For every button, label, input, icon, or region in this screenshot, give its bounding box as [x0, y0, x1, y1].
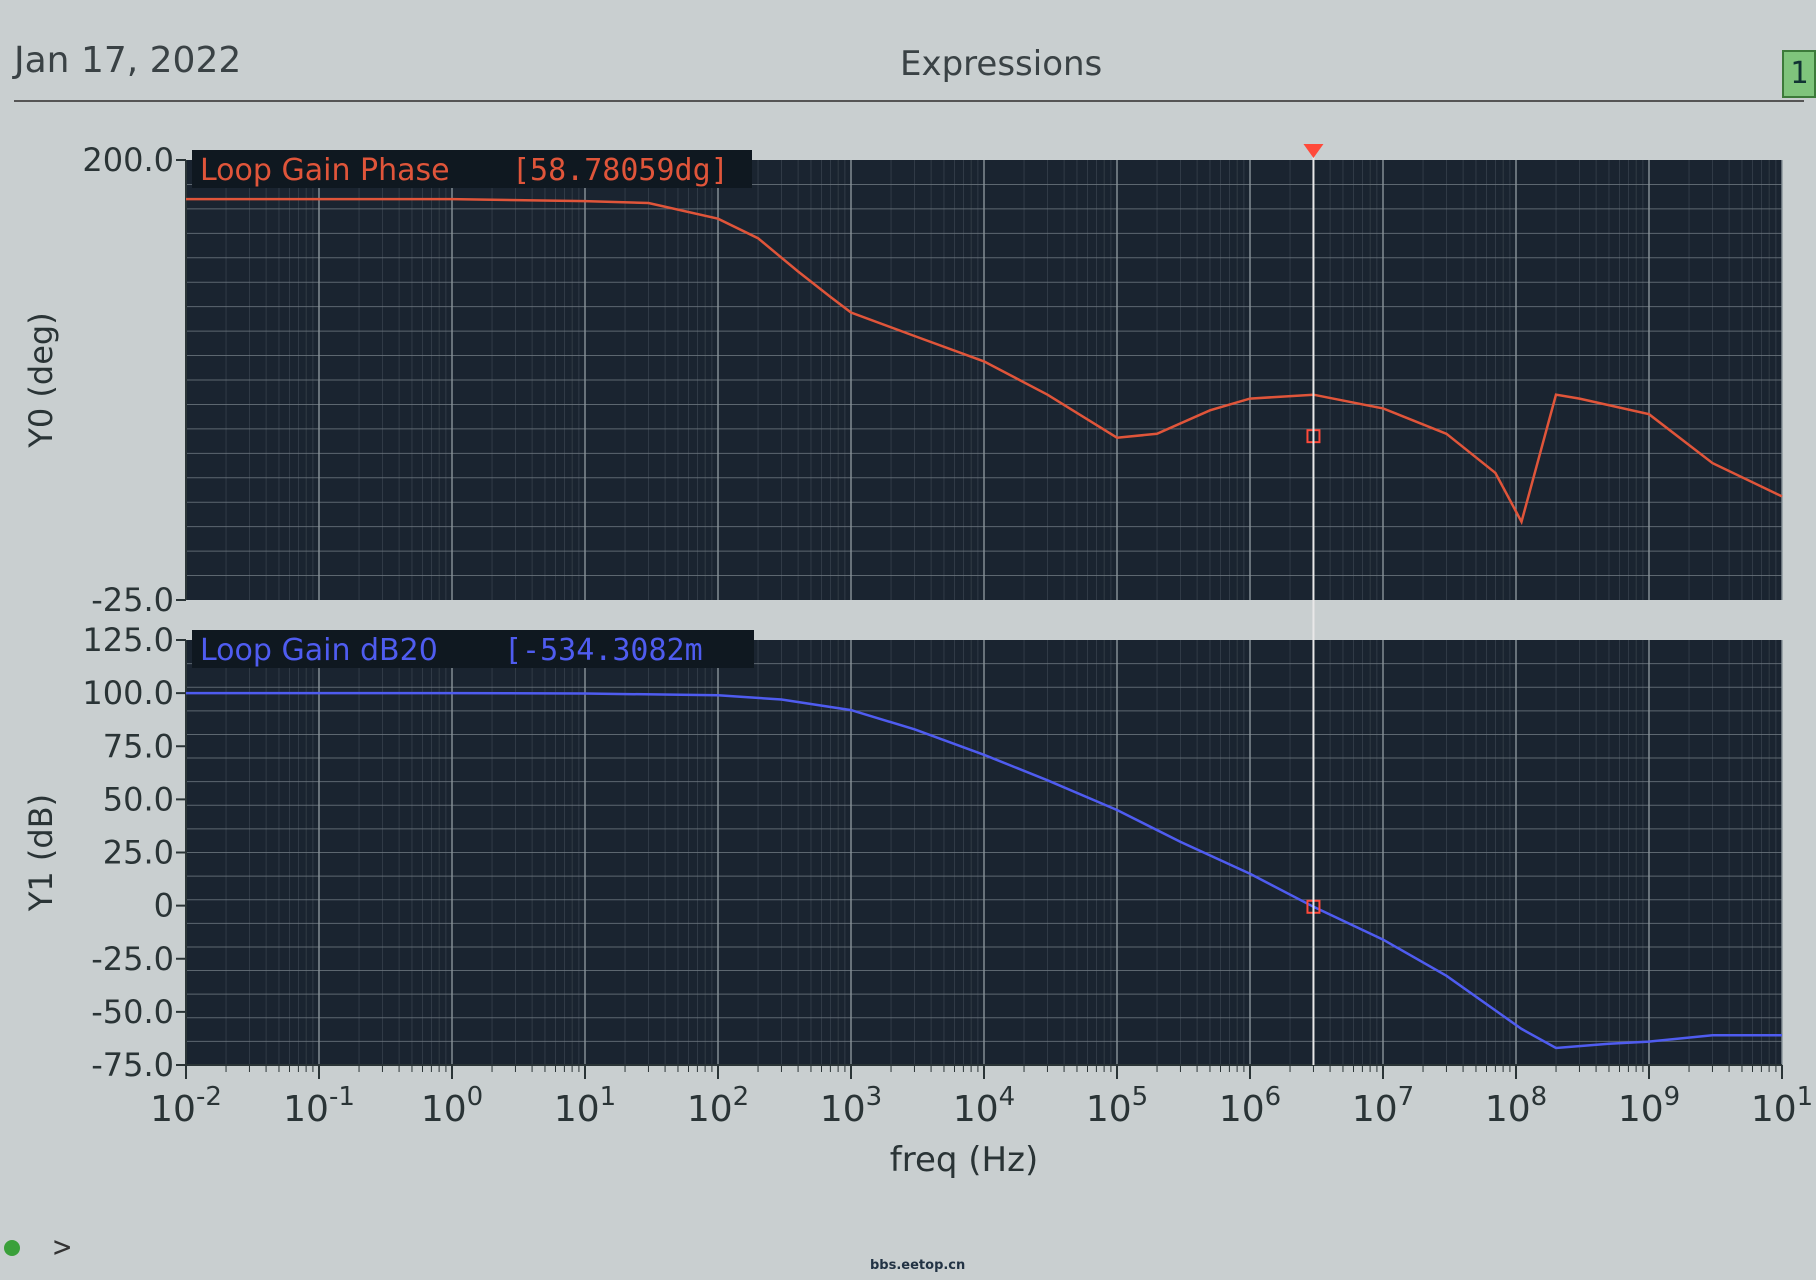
cursor-readout: [-534.3082m: [504, 633, 703, 668]
x-tick-label: 108: [1485, 1082, 1547, 1130]
y-axis-label: Y1 (dB): [22, 794, 60, 912]
date-label: Jan 17, 2022: [14, 40, 242, 81]
x-tick-base: 10: [1618, 1089, 1664, 1130]
x-tick-exponent: 0: [467, 1082, 484, 1112]
x-tick-base: 10: [283, 1089, 329, 1130]
x-tick-base: 10: [820, 1089, 866, 1130]
cursor-readout: [58.78059dg]: [512, 153, 729, 188]
x-tick-base: 10: [687, 1089, 733, 1130]
trace-name: Loop Gain Phase: [200, 153, 450, 188]
x-tick-label: 102: [687, 1082, 749, 1130]
x-tick-label: 105: [1086, 1082, 1148, 1130]
x-tick-exponent: 2: [733, 1082, 750, 1112]
x-tick-exponent: 1: [1797, 1082, 1814, 1112]
y-tick-label: -25.0: [91, 581, 174, 619]
x-tick-exponent: 9: [1664, 1082, 1681, 1112]
y-tick-label: 0: [154, 887, 174, 925]
x-tick-label: 109: [1618, 1082, 1680, 1130]
y-tick-label: -75.0: [91, 1046, 174, 1084]
x-axis-label: freq (Hz): [890, 1140, 1038, 1180]
cursor-handle-icon: [1303, 144, 1324, 158]
y-tick-label: 200.0: [82, 141, 174, 179]
header-divider: [14, 100, 1804, 102]
y-tick-label: 75.0: [103, 727, 174, 765]
x-tick-label: 104: [953, 1082, 1015, 1130]
x-tick-exponent: 5: [1132, 1082, 1149, 1112]
x-tick-label: 10-2: [150, 1082, 222, 1130]
x-tick-base: 10: [1086, 1089, 1132, 1130]
gain-trace: [186, 691, 1782, 1050]
y-tick-label: 125.0: [82, 621, 174, 659]
x-tick-base: 10: [554, 1089, 600, 1130]
command-prompt: >: [53, 1230, 72, 1265]
trace-name: Loop Gain dB20: [200, 633, 438, 668]
phase-trace: [186, 197, 1783, 526]
x-tick-label: 107: [1352, 1082, 1414, 1130]
x-tick-exponent: 3: [866, 1082, 883, 1112]
x-tick-base: 10: [1352, 1089, 1398, 1130]
x-tick-label: 101: [554, 1082, 616, 1130]
x-tick-exponent: 7: [1398, 1082, 1415, 1112]
watermark: bbs.eetop.cn: [870, 1258, 966, 1273]
y-tick-label: -50.0: [91, 993, 174, 1031]
x-tick-exponent: -2: [196, 1082, 222, 1112]
y-axis-label: Y0 (deg): [22, 312, 60, 448]
x-tick-base: 10: [150, 1089, 196, 1130]
trace-legend-0: Loop Gain Phase [58.78059dg]: [192, 150, 752, 188]
x-tick-base: 10: [1219, 1089, 1265, 1130]
x-tick-label: 100: [421, 1082, 483, 1130]
x-tick-label: 106: [1219, 1082, 1281, 1130]
x-tick-label: 103: [820, 1082, 882, 1130]
x-tick-exponent: 8: [1531, 1082, 1548, 1112]
y-tick-label: -25.0: [91, 940, 174, 978]
x-tick-base: 10: [1751, 1089, 1797, 1130]
trace-legend-1: Loop Gain dB20 [-534.3082m: [192, 630, 754, 668]
x-tick-exponent: -1: [329, 1082, 355, 1112]
x-tick-base: 10: [953, 1089, 999, 1130]
x-tick-label: 10-1: [283, 1082, 355, 1130]
header-bar: Jan 17, 2022 Expressions 1: [0, 0, 1816, 100]
x-tick-base: 10: [1485, 1089, 1531, 1130]
x-tick-label: 101: [1751, 1082, 1813, 1130]
subwindow-badge[interactable]: 1: [1782, 50, 1816, 98]
x-tick-exponent: 4: [999, 1082, 1016, 1112]
command-line[interactable]: >: [4, 1230, 71, 1265]
legend-bg: [192, 150, 752, 188]
waveform-plot[interactable]: 200.0 -25.0 Y0 (deg) Loop Gain Phase [58.780…: [0, 130, 1816, 1230]
x-tick-exponent: 1: [600, 1082, 617, 1112]
y-tick-label: 50.0: [103, 780, 174, 818]
legend-bg: [192, 630, 754, 668]
x-tick-base: 10: [421, 1089, 467, 1130]
status-icon: [4, 1239, 20, 1256]
window-title: Expressions: [900, 44, 1103, 84]
y-tick-label: 100.0: [82, 674, 174, 712]
y-tick-label: 25.0: [103, 834, 174, 872]
x-tick-exponent: 6: [1265, 1082, 1282, 1112]
